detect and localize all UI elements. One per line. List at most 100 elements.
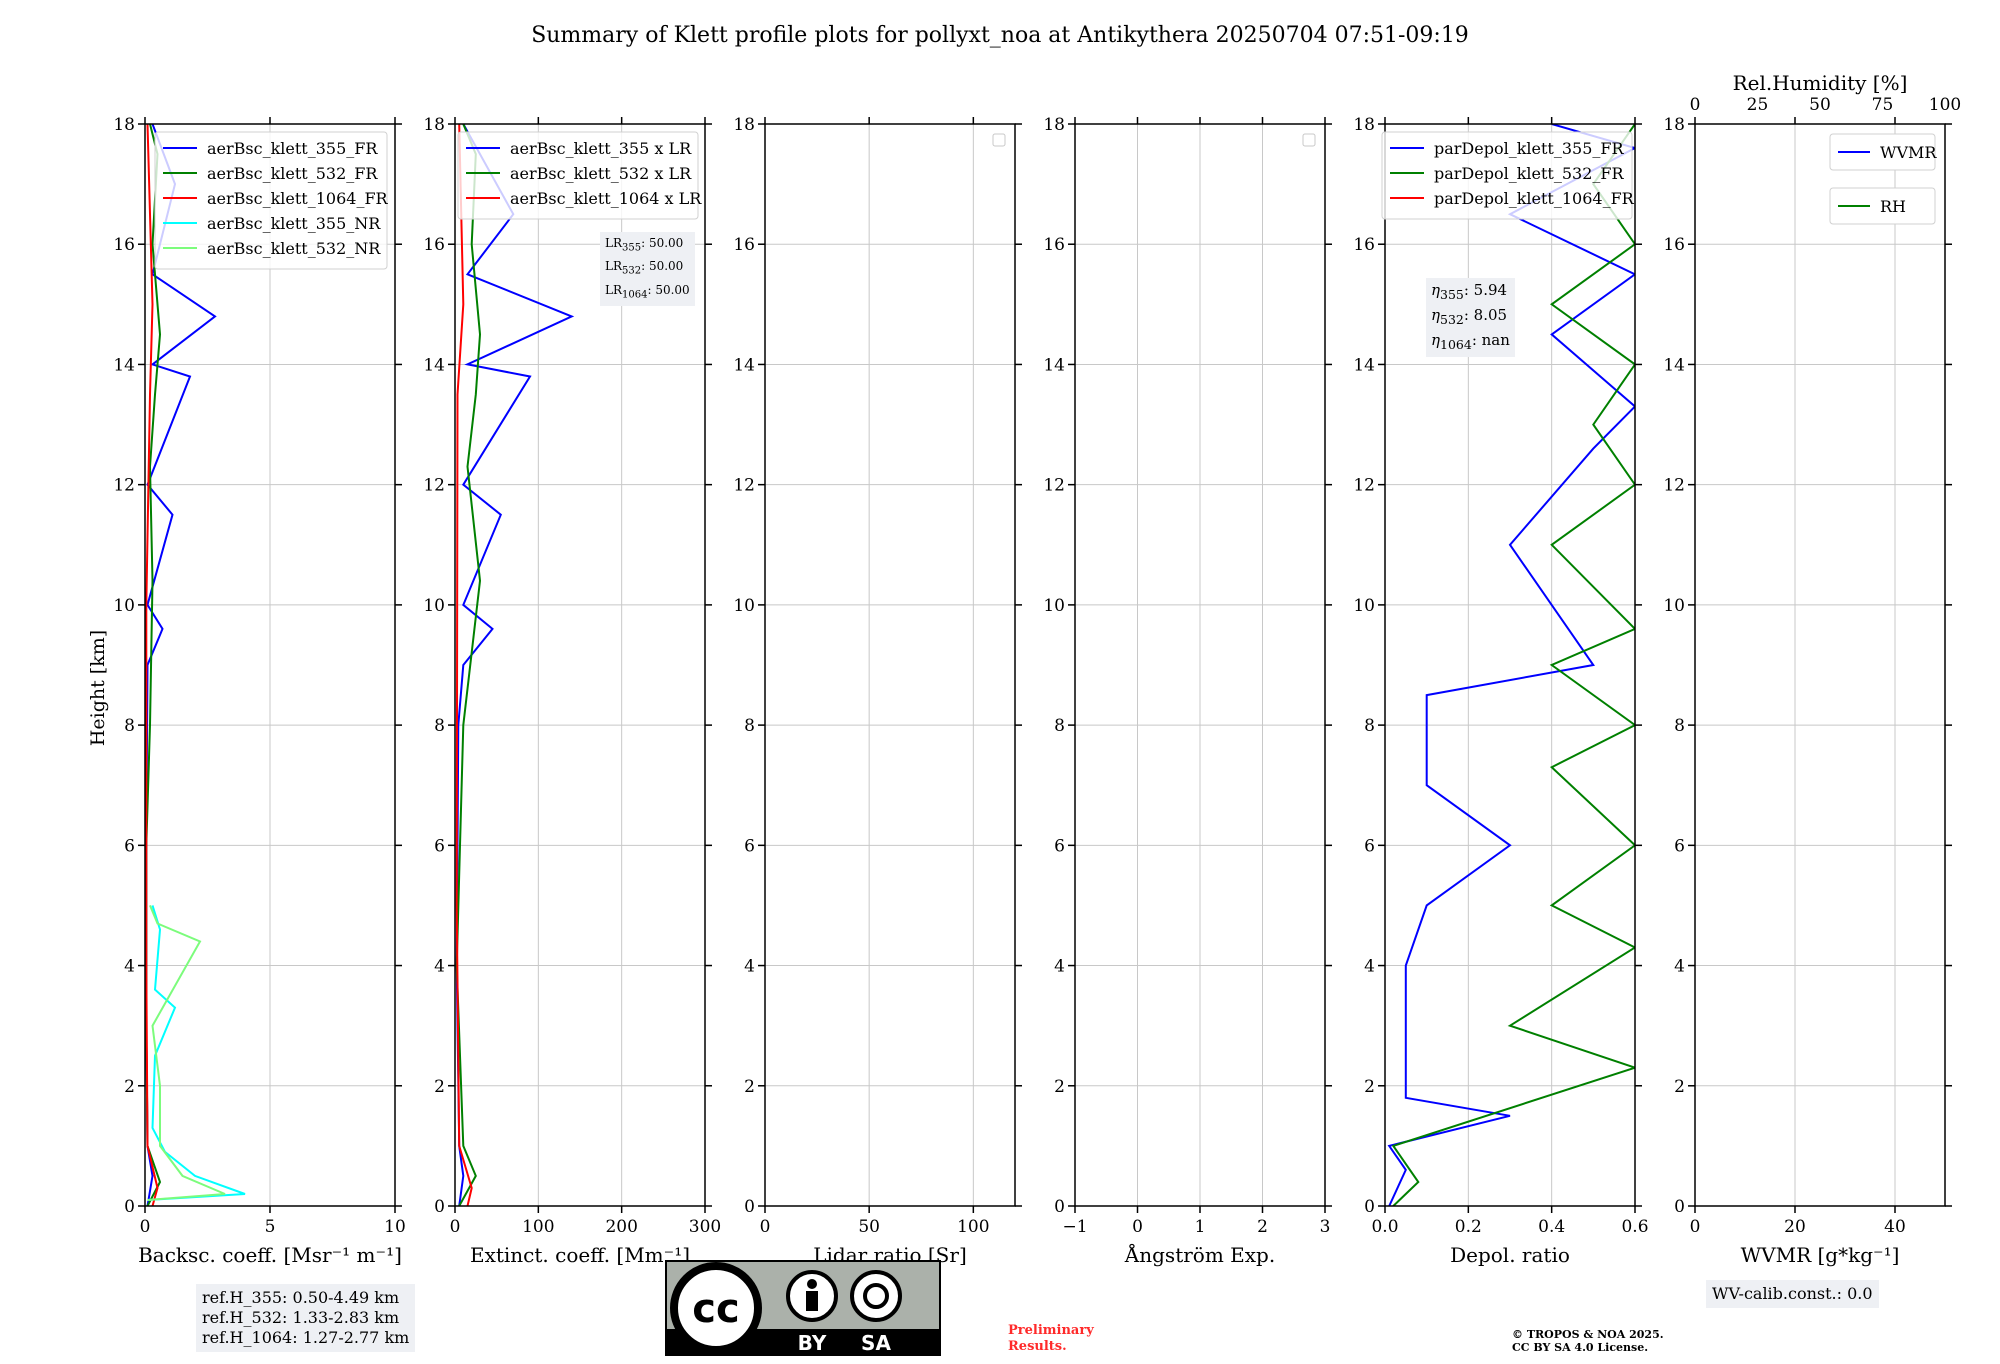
y-tick-label: 6 (1674, 836, 1685, 856)
y-tick-label: 16 (1043, 235, 1065, 255)
plot-frame (1384, 123, 1636, 1207)
y-tick-label: 4 (1674, 957, 1685, 977)
y-tick-label: 18 (733, 115, 755, 135)
y-tick-label: 0 (434, 1197, 445, 1217)
legend-label-aerBsc_klett_532_NR: aerBsc_klett_532_NR (207, 239, 381, 258)
y-tick-label: 10 (1663, 596, 1685, 616)
x-tick-label: 0 (140, 1217, 151, 1237)
x-tick-label: 50 (858, 1217, 880, 1237)
y-tick-label: 14 (423, 355, 445, 375)
y-tick-label: 12 (1043, 476, 1065, 496)
y-tick-label: 6 (434, 836, 445, 856)
y-tick-label: 2 (124, 1077, 135, 1097)
y-tick-label: 8 (1364, 716, 1375, 736)
plot-frame (454, 123, 706, 1207)
y-tick-label: 12 (733, 476, 755, 496)
y-tick-label: 2 (1054, 1077, 1065, 1097)
x-tick-label: 0.0 (1371, 1217, 1398, 1237)
y-tick-label: 16 (1663, 235, 1685, 255)
y-tick-label: 8 (434, 716, 445, 736)
y-tick-label: 6 (1054, 836, 1065, 856)
x-tick-label: 0.4 (1538, 1217, 1565, 1237)
x-axis-label: WVMR [g*kg⁻¹] (1741, 1243, 1900, 1267)
y-tick-label: 6 (744, 836, 755, 856)
preliminary-note-line2: Results. (1008, 1339, 1067, 1354)
series-line-aerBsc_klett_1064_FR (145, 124, 159, 1206)
y-tick-label: 0 (1674, 1197, 1685, 1217)
y-tick-label: 4 (1364, 957, 1375, 977)
x-axis-label: Depol. ratio (1450, 1243, 1570, 1267)
series-line-parDepol_klett_532_FR (1391, 124, 1635, 1206)
x-tick-label: 300 (689, 1217, 721, 1237)
x-top-tick-label: 50 (1809, 95, 1831, 115)
y-tick-label: 12 (113, 476, 135, 496)
y-tick-label: 16 (733, 235, 755, 255)
x-tick-label: 20 (1784, 1217, 1806, 1237)
x-tick-label: 0 (1132, 1217, 1143, 1237)
y-tick-label: 4 (434, 957, 445, 977)
ref-height-1064: ref.H_1064: 1.27-2.77 km (202, 1328, 410, 1347)
legend-label-aerBsc_klett_532_FR: aerBsc_klett_532_FR (207, 164, 378, 183)
y-tick-label: 14 (1353, 355, 1375, 375)
x-tick-label: 0.6 (1621, 1217, 1648, 1237)
wv-calib-box: WV-calib.const.: 0.0 (1706, 1280, 1879, 1308)
legend-box (1381, 131, 1633, 220)
y-tick-label: 6 (124, 836, 135, 856)
empty-legend-icon (992, 133, 1006, 147)
legend-label-RH: RH (1880, 197, 1906, 216)
y-tick-label: 10 (423, 596, 445, 616)
x-tick-label: 0 (450, 1217, 461, 1237)
x-tick-label: 100 (522, 1217, 554, 1237)
y-tick-label: 8 (124, 716, 135, 736)
preliminary-note-line1: Preliminary (1008, 1323, 1094, 1338)
legend-label-WVMR: WVMR (1880, 143, 1937, 162)
y-tick-label: 2 (1364, 1077, 1375, 1097)
y-tick-label: 14 (113, 355, 135, 375)
share-alike-icon (850, 1270, 902, 1322)
license-by-label: BY (798, 1331, 827, 1355)
legend-box (457, 131, 699, 220)
legend-label-aerBsc_klett_1064_FR: aerBsc_klett_1064_FR (207, 189, 389, 208)
x-tick-label: 0.2 (1455, 1217, 1482, 1237)
x-axis-label: Extinct. coeff. [Mm⁻¹] (470, 1243, 690, 1267)
x-tick-label: 1 (1195, 1217, 1206, 1237)
legend-6: WVMR RH (1829, 133, 1937, 225)
y-tick-label: 12 (1663, 476, 1685, 496)
series-line-aerBsc_klett_532_NR (147, 905, 226, 1201)
y-tick-label: 12 (1353, 476, 1375, 496)
legend-1: aerBsc_klett_355_FR aerBsc_klett_532_FRae… (154, 131, 389, 270)
y-tick-label: 0 (744, 1197, 755, 1217)
eta-355: η355: 5.94 (1431, 281, 1508, 302)
x-tick-label: 10 (384, 1217, 406, 1237)
series-line-aerBsc_klett_1064 x LR (455, 124, 473, 1206)
y-tick-label: 8 (1674, 716, 1685, 736)
y-tick-label: 8 (744, 716, 755, 736)
eta-box: η355: 5.94 η532: 8.05 η1064: nan (1426, 278, 1515, 357)
x-axis-label: Backsc. coeff. [Msr⁻¹ m⁻¹] (138, 1243, 402, 1267)
plot-frame (1694, 123, 1946, 1207)
x-top-tick-label: 0 (1690, 95, 1701, 115)
eta-532: η532: 8.05 (1431, 306, 1508, 327)
x-tick-label: 100 (957, 1217, 989, 1237)
x-top-tick-label: 100 (1929, 95, 1961, 115)
wv-calib-constant: WV-calib.const.: 0.0 (1712, 1284, 1873, 1303)
lr-532: LR532: 50.00 (605, 259, 684, 277)
x-tick-label: −1 (1062, 1217, 1087, 1237)
y-tick-label: 16 (423, 235, 445, 255)
y-tick-label: 14 (1663, 355, 1685, 375)
panel-1: 0 2 4 6 8 10 12 14 16 18 0 5 10 Backsc. coeff. [Msr⁻¹… (113, 115, 405, 1267)
y-tick-label: 2 (434, 1077, 445, 1097)
legend-label-parDepol_klett_355_FR: parDepol_klett_355_FR (1434, 139, 1625, 158)
legend-label-aerBsc_klett_355_FR: aerBsc_klett_355_FR (207, 139, 378, 158)
x-tick-label: 5 (265, 1217, 276, 1237)
eta-1064: η1064: nan (1431, 331, 1510, 352)
series-line-aerBsc_klett_355 x LR (455, 124, 575, 1206)
legend-label-aerBsc_klett_355 x LR: aerBsc_klett_355 x LR (510, 139, 692, 158)
x-tick-label: 40 (1884, 1217, 1906, 1237)
y-tick-label: 0 (1364, 1197, 1375, 1217)
y-tick-label: 16 (1353, 235, 1375, 255)
